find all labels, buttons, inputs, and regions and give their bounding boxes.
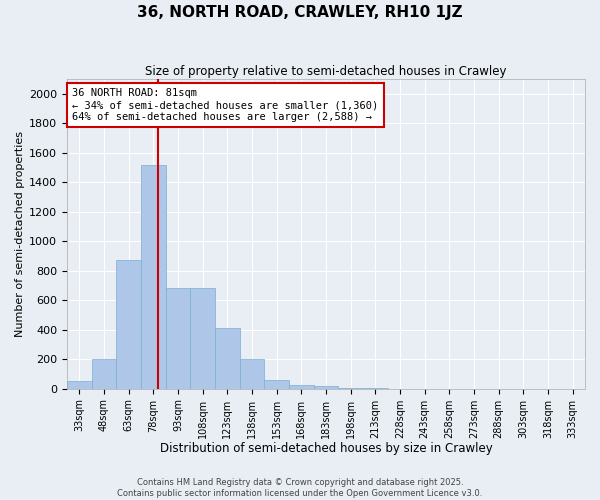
Text: 36 NORTH ROAD: 81sqm
← 34% of semi-detached houses are smaller (1,360)
64% of se: 36 NORTH ROAD: 81sqm ← 34% of semi-detac…: [72, 88, 379, 122]
Bar: [239, 360, 265, 388]
X-axis label: Distribution of semi-detached houses by size in Crawley: Distribution of semi-detached houses by …: [160, 442, 493, 455]
Y-axis label: Number of semi-detached properties: Number of semi-detached properties: [15, 131, 25, 337]
Bar: [166, 288, 190, 388]
Bar: [116, 260, 141, 388]
Bar: [265, 380, 289, 388]
Text: Contains HM Land Registry data © Crown copyright and database right 2025.
Contai: Contains HM Land Registry data © Crown c…: [118, 478, 482, 498]
Bar: [289, 385, 314, 388]
Bar: [92, 360, 116, 388]
Bar: [141, 164, 166, 388]
Bar: [215, 328, 239, 388]
Text: 36, NORTH ROAD, CRAWLEY, RH10 1JZ: 36, NORTH ROAD, CRAWLEY, RH10 1JZ: [137, 5, 463, 20]
Bar: [314, 386, 338, 388]
Title: Size of property relative to semi-detached houses in Crawley: Size of property relative to semi-detach…: [145, 65, 507, 78]
Bar: [190, 288, 215, 388]
Bar: [67, 380, 92, 388]
